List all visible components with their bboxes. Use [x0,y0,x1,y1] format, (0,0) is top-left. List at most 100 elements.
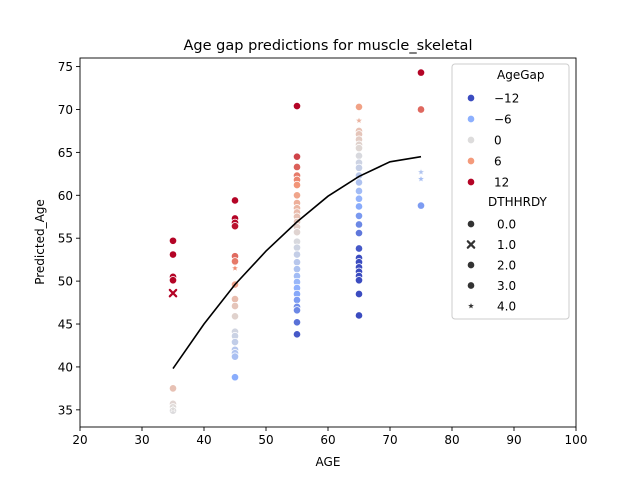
y-tick-label: 35 [58,403,73,417]
data-point [230,337,240,347]
x-axis-label: AGE [316,455,341,469]
data-point [354,102,364,111]
chart-title: Age gap predictions for muscle_skeletal [184,38,473,54]
data-point [292,101,302,111]
data-point [230,373,240,382]
data-point [230,222,240,231]
data-point [354,289,364,299]
trend-line [172,155,422,370]
x-tick-label: 100 [565,433,588,447]
data-point [354,194,364,203]
x-tick-label: 90 [506,433,521,447]
data-point [354,151,364,160]
legend-style-label: 1.0 [497,238,516,252]
data-point [416,201,426,210]
data-point [354,186,364,196]
data-point [292,318,302,327]
data-point [292,258,302,267]
data-point [168,276,178,285]
legend-style-marker [466,240,476,249]
data-point [230,352,240,361]
x-tick-label: 50 [258,433,273,447]
data-point [354,178,364,187]
y-tick-label: 55 [58,232,73,246]
data-point [168,384,178,393]
data-point [230,196,240,205]
data-point [168,288,178,298]
x-tick-label: 80 [444,433,459,447]
data-point [292,306,302,315]
legend-hue-marker [466,114,476,124]
legend-style-marker [466,281,476,290]
data-point [354,163,364,172]
data-point [292,265,302,274]
y-tick-label: 60 [58,189,73,203]
data-point [292,243,302,252]
legend-box [451,63,570,320]
data-point [354,244,364,253]
legend-style-title: DTHHRDY [488,195,548,209]
y-tick-label: 45 [58,318,73,332]
x-tick-label: 20 [72,433,87,447]
legend-hue-entries: −12 −6 0 6 12 [466,92,519,190]
legend-style-marker [466,301,476,310]
legend-hue-label: −12 [494,92,519,106]
legend-hue-marker [466,156,476,166]
data-point [354,211,364,220]
x-tick-label: 30 [134,433,149,447]
data-point [292,228,302,237]
data-point [416,167,426,176]
data-point [292,330,302,339]
legend-style-label: 3.0 [497,279,516,293]
data-point [230,263,240,272]
legend-hue-label: 0 [494,134,502,148]
x-tick-label: 70 [382,433,397,447]
data-point [292,191,302,200]
data-point [354,220,364,229]
x-axis: 20 30 40 50 60 70 80 90 100 [72,427,587,447]
data-point [292,250,302,259]
legend-style-label: 0.0 [497,218,516,232]
data-point [354,276,364,285]
data-point [354,228,364,238]
y-tick-label: 50 [58,275,73,289]
data-point [230,312,240,321]
data-point [354,311,364,320]
legend-style-entries: 0.0 1.0 2.0 3.0 4.0 [466,218,516,314]
legend-style-label: 4.0 [497,300,516,314]
x-tick-label: 40 [196,433,211,447]
data-point [416,105,426,114]
data-point [292,295,302,305]
legend-hue-title: AgeGap [497,68,544,82]
legend-hue-label: 6 [494,155,502,169]
legend-style-marker [466,260,476,270]
data-point [292,180,302,190]
data-point [168,236,178,245]
data-point [354,116,364,125]
data-point [168,250,178,259]
y-tick-label: 40 [58,360,73,374]
y-axis-label: Predicted_Age [33,199,47,285]
data-point [230,295,240,304]
data-point [292,152,302,161]
data-point [230,301,240,311]
y-tick-label: 65 [58,146,73,160]
legend-style-marker [466,219,476,229]
legend-hue-label: 12 [494,176,509,190]
y-tick-label: 75 [58,60,73,74]
data-point [354,144,364,153]
legend-style-label: 2.0 [497,259,516,273]
data-points [168,68,426,415]
x-tick-label: 60 [320,433,335,447]
data-point [292,162,302,172]
legend-hue-marker [466,177,476,187]
y-axis: 35 40 45 50 55 60 65 70 75 [58,60,80,417]
legend: AgeGap −12 −6 0 6 12 DTHHRDY 0.0 1.0 2.0 3.0 4.0 [451,63,570,320]
y-tick-label: 70 [58,103,73,117]
data-point [354,202,364,211]
legend-hue-marker [466,135,476,145]
data-point [416,174,426,183]
data-point [416,68,426,77]
legend-hue-marker [466,93,476,103]
